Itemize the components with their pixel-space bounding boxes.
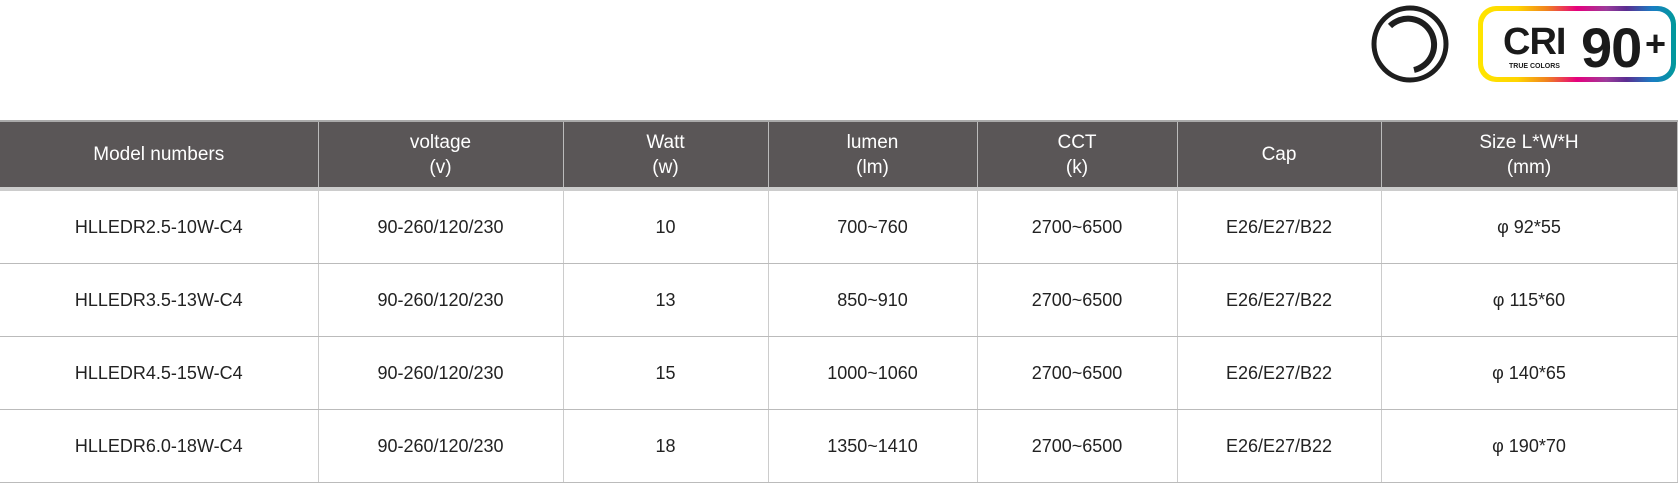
table-header-row: Model numbers voltage (v) Watt (w) lumen (lm) C…	[0, 120, 1678, 191]
table-cell: HLLEDR6.0-18W-C4	[0, 409, 319, 483]
cri-label: CRI	[1503, 21, 1566, 63]
header-label: Model numbers	[93, 144, 225, 165]
table-cell: E26/E27/B22	[1176, 263, 1382, 337]
table-row: HLLEDR6.0-18W-C4 90-260/120/230 18 1350~141…	[0, 409, 1678, 483]
column-header: lumen (lm)	[767, 120, 978, 191]
table-cell: HLLEDR4.5-15W-C4	[0, 336, 319, 410]
cri-badge: CRI TRUE COLORS 90 +	[1478, 6, 1676, 82]
table-cell: HLLEDR2.5-10W-C4	[0, 189, 319, 264]
table-cell: 2700~6500	[976, 336, 1178, 410]
column-header: CCT (k)	[976, 120, 1178, 191]
table-cell: 90-260/120/230	[317, 189, 564, 264]
header-label: voltage	[409, 131, 472, 153]
header-unit: (mm)	[1506, 156, 1552, 178]
column-header: Watt (w)	[562, 120, 769, 191]
table-cell: 1000~1060	[767, 336, 978, 410]
table-cell: 850~910	[767, 263, 978, 337]
table-cell: φ 140*65	[1380, 336, 1678, 410]
column-header: voltage (v)	[317, 120, 564, 191]
header-unit: (w)	[652, 156, 679, 178]
dimmable-circle-icon	[1371, 5, 1449, 83]
header-label: CCT	[1057, 131, 1097, 153]
table-row: HLLEDR3.5-13W-C4 90-260/120/230 13 850~910 2…	[0, 263, 1678, 337]
column-header: Size L*W*H (mm)	[1380, 120, 1678, 191]
table-cell: 90-260/120/230	[317, 263, 564, 337]
header-label: Size L*W*H	[1479, 131, 1579, 153]
table-cell: 2700~6500	[976, 409, 1178, 483]
header-label: Watt	[646, 131, 685, 153]
table-cell: HLLEDR3.5-13W-C4	[0, 263, 319, 337]
table-cell: φ 190*70	[1380, 409, 1678, 483]
table-row: HLLEDR2.5-10W-C4 90-260/120/230 10 700~760 2…	[0, 189, 1678, 264]
header-label: Cap	[1261, 144, 1297, 165]
cri-plus: +	[1645, 23, 1667, 64]
table-cell: E26/E27/B22	[1176, 409, 1382, 483]
true-colors-label: TRUE COLORS	[1509, 63, 1560, 70]
header-unit: (k)	[1065, 156, 1089, 178]
table-cell: E26/E27/B22	[1176, 189, 1382, 264]
table-row: HLLEDR4.5-15W-C4 90-260/120/230 15 1000~106…	[0, 336, 1678, 410]
table-cell: 15	[562, 336, 769, 410]
header-label: lumen	[846, 131, 899, 153]
table-cell: 2700~6500	[976, 189, 1178, 264]
icon-group: CRI TRUE COLORS 90 +	[1370, 4, 1676, 84]
header-unit: (lm)	[856, 156, 889, 178]
table-cell: E26/E27/B22	[1176, 336, 1382, 410]
table-cell: φ 115*60	[1380, 263, 1678, 337]
table-cell: 700~760	[767, 189, 978, 264]
table-cell: 1350~1410	[767, 409, 978, 483]
column-header: Model numbers	[0, 120, 319, 191]
header-unit: (v)	[429, 156, 452, 178]
table-cell: 13	[562, 263, 769, 337]
table-cell: 90-260/120/230	[317, 409, 564, 483]
table-cell: 10	[562, 189, 769, 264]
cri-value: 90	[1581, 16, 1642, 79]
table-cell: 18	[562, 409, 769, 483]
table-cell: 90-260/120/230	[317, 336, 564, 410]
table-cell: 2700~6500	[976, 263, 1178, 337]
column-header: Cap	[1176, 120, 1382, 191]
table-cell: φ 92*55	[1380, 189, 1678, 264]
spec-table: Model numbers voltage (v) Watt (w) lumen (lm) C…	[0, 120, 1678, 483]
